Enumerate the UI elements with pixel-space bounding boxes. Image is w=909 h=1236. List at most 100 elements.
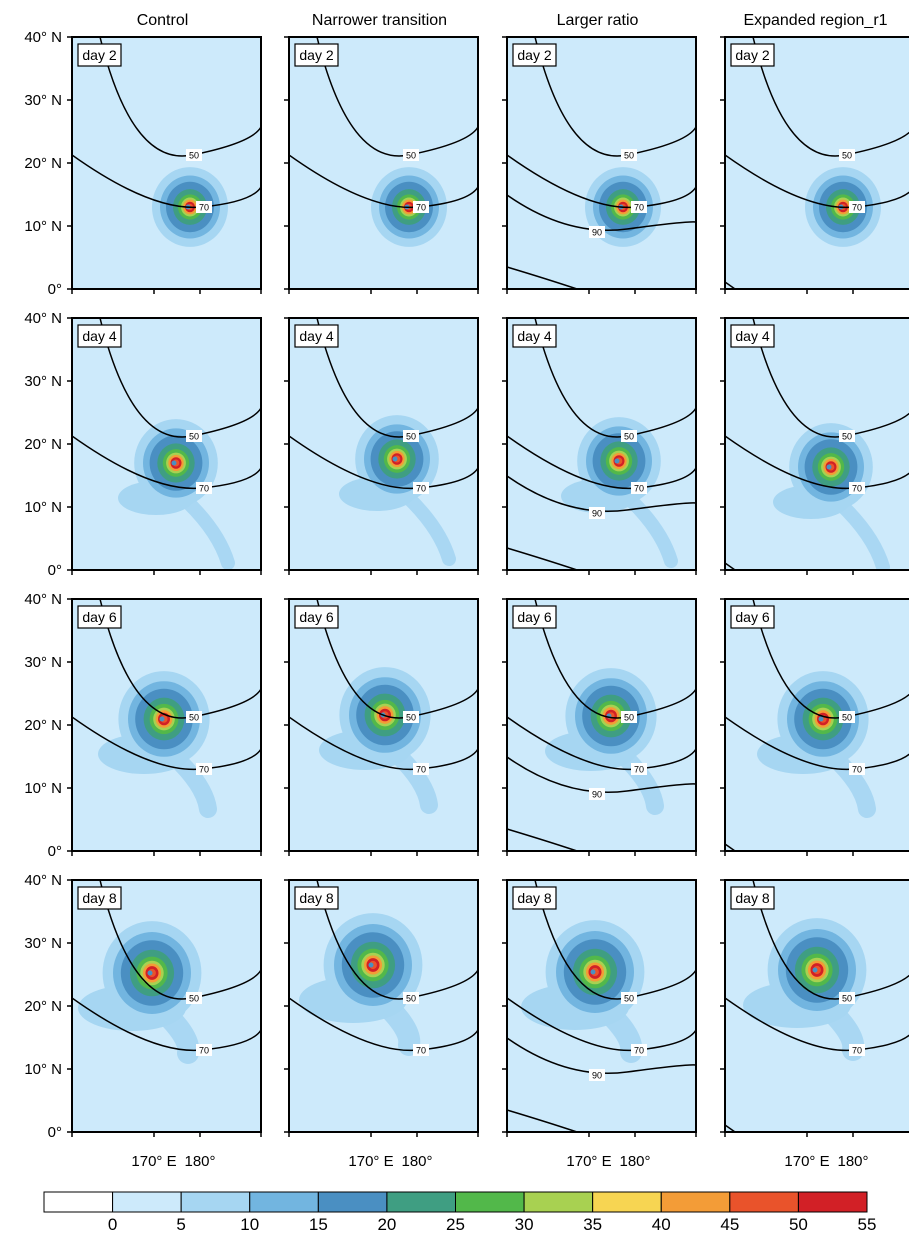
contour-line — [725, 843, 736, 851]
panel-background — [507, 37, 696, 289]
y-tick-label: 10° N — [24, 1061, 62, 1078]
contour-70 — [289, 154, 478, 209]
colorbar-swatch — [729, 1191, 799, 1213]
storm-eye — [590, 969, 596, 975]
contour-label-bg — [413, 482, 429, 494]
contour-label-bg — [621, 711, 637, 723]
x-tick-label: 170° E — [784, 1153, 829, 1170]
contour-line — [507, 266, 578, 289]
contour-label: 90 — [592, 228, 602, 238]
contour-label-bg — [839, 992, 855, 1004]
y-tick-label: 40° N — [24, 872, 62, 889]
colorbar-tick-label: 35 — [583, 1215, 602, 1234]
contour-50 — [316, 37, 478, 157]
y-tick-label: 10° N — [24, 499, 62, 516]
contour-label: 50 — [842, 151, 852, 161]
contour-50 — [534, 599, 696, 719]
contour-50 — [752, 599, 909, 719]
contour-label: 50 — [842, 994, 852, 1004]
y-tick-label: 40° N — [24, 310, 62, 327]
day-label: day 2 — [517, 47, 551, 63]
contour-50 — [752, 880, 909, 1000]
day-label: day 2 — [299, 47, 333, 63]
storm-eye — [159, 716, 165, 722]
colorbar-tick-label: 20 — [377, 1215, 396, 1234]
colorbar-tick-label: 0 — [108, 1215, 117, 1234]
colorbar-swatch — [180, 1191, 251, 1213]
colorbar-swatch — [797, 1191, 868, 1213]
storm-eye — [614, 458, 620, 464]
contour-label: 70 — [416, 203, 426, 213]
contour-label-bg — [186, 992, 202, 1004]
contour-70 — [289, 997, 478, 1052]
storm-eye — [818, 716, 824, 722]
contour-label: 70 — [634, 1046, 644, 1056]
contour-70 — [725, 435, 909, 490]
contour-label-bg — [403, 430, 419, 442]
contour-label-bg — [849, 1044, 865, 1056]
y-tick-label: 10° N — [24, 218, 62, 235]
contour-label: 50 — [842, 432, 852, 442]
contour-label-bg — [589, 226, 605, 238]
day-label: day 4 — [299, 328, 333, 344]
contour-line — [507, 1109, 578, 1132]
contour-70 — [725, 997, 909, 1052]
y-tick-label: 0° — [48, 843, 62, 860]
contour-label-bg — [631, 763, 647, 775]
contour-label: 70 — [852, 203, 862, 213]
contour-label: 70 — [199, 1046, 209, 1056]
day-label: day 4 — [82, 328, 116, 344]
contour-label: 70 — [199, 765, 209, 775]
contour-label-bg — [621, 149, 637, 161]
day-label-box — [730, 605, 775, 629]
contour-line — [725, 281, 736, 289]
panel: 90 50 70 day 4 — [502, 317, 697, 575]
contour-label: 70 — [852, 1046, 862, 1056]
contour-label: 50 — [406, 432, 416, 442]
contour-label: 70 — [416, 765, 426, 775]
contour-label-bg — [413, 201, 429, 213]
y-tick-label: 40° N — [24, 29, 62, 46]
column-title: Larger ratio — [557, 12, 639, 29]
colorbar-tick-label: 10 — [240, 1215, 259, 1234]
colorbar-tick-label: 30 — [515, 1215, 534, 1234]
contour-label: 70 — [199, 203, 209, 213]
colorbar-swatch — [112, 1191, 182, 1213]
panel: 50 70 day 2 — [67, 36, 262, 294]
colorbar-swatch — [43, 1191, 114, 1213]
contour-50 — [99, 599, 261, 719]
day-label-box — [294, 43, 339, 67]
day-label: day 6 — [299, 609, 333, 625]
storm-eye — [812, 967, 818, 973]
panel: 90 50 70 day 6 — [502, 598, 697, 856]
y-tick-label: 20° N — [24, 436, 62, 453]
contour-label-bg — [839, 149, 855, 161]
y-tick-label: 20° N — [24, 717, 62, 734]
storm-eye — [147, 970, 153, 976]
colorbar-tick-label: 25 — [446, 1215, 465, 1234]
x-tick-label: 180° — [184, 1153, 215, 1170]
y-tick-label: 30° N — [24, 654, 62, 671]
contour-50 — [752, 37, 909, 157]
contour-label: 50 — [406, 713, 416, 723]
day-label: day 8 — [735, 890, 769, 906]
contour-70 — [507, 716, 696, 771]
day-label: day 6 — [735, 609, 769, 625]
contour-50 — [99, 37, 261, 157]
contour-label-bg — [849, 482, 865, 494]
day-label: day 6 — [517, 609, 551, 625]
storm-eye — [171, 460, 177, 466]
contour-label-bg — [589, 1069, 605, 1081]
colorbar-tick-label: 50 — [789, 1215, 808, 1234]
contour-70 — [725, 716, 909, 771]
contour-label-bg — [631, 201, 647, 213]
column-title: Narrower transition — [312, 12, 447, 29]
day-label-box — [730, 43, 775, 67]
panel: 50 70 day 8 — [67, 879, 262, 1137]
contour-50 — [99, 318, 261, 438]
contour-50 — [99, 880, 261, 1000]
contour-50 — [534, 37, 696, 157]
day-label: day 8 — [82, 890, 116, 906]
contour-label-bg — [839, 430, 855, 442]
